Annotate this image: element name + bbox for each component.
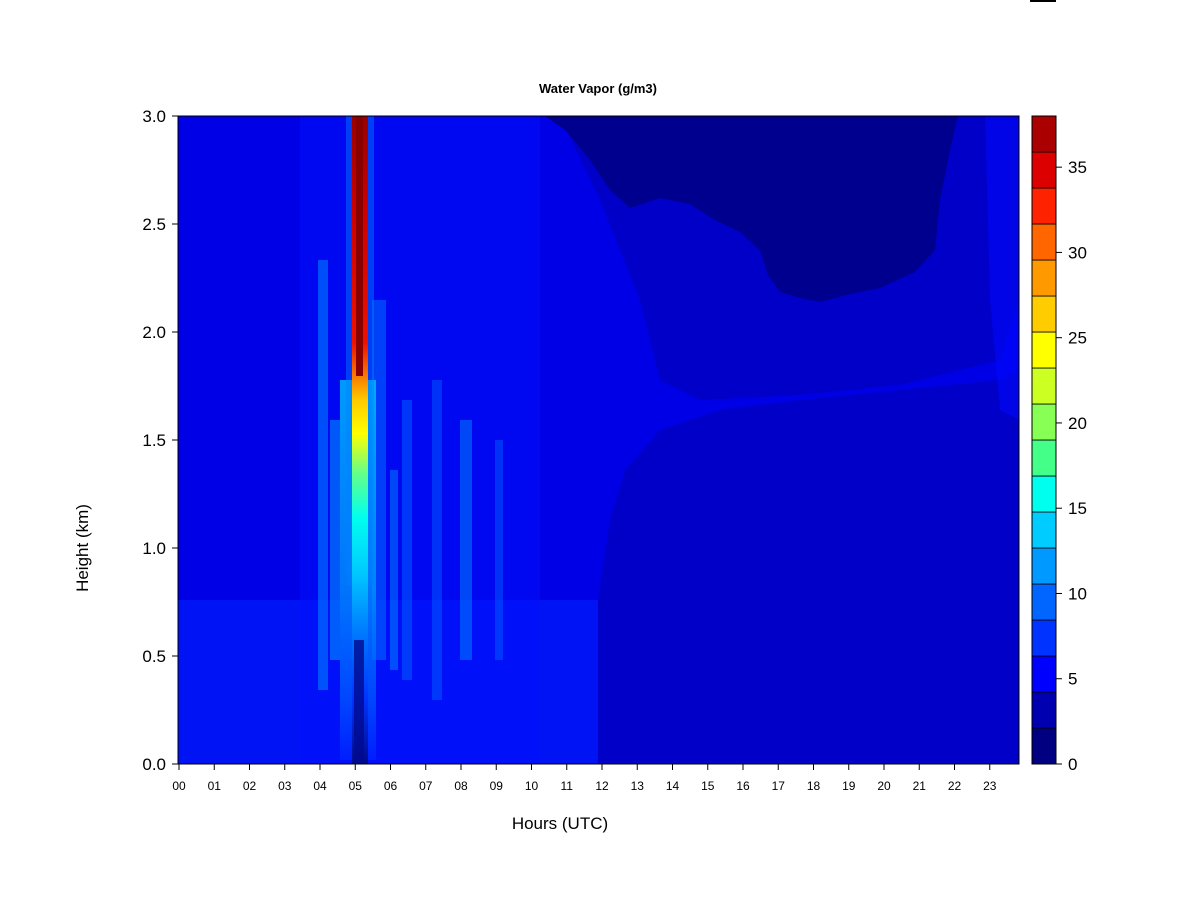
colorbar-tick-label: 5 [1068,670,1077,689]
colorbar-band [1031,583,1057,621]
x-tick-label: 14 [666,779,680,793]
x-tick-label: 06 [384,779,398,793]
x-tick-label: 20 [877,779,891,793]
colorbar-band [1031,619,1057,657]
x-axis-label: Hours (UTC) [512,814,608,833]
colorbar-tick-label: 10 [1068,584,1087,603]
colorbar-band [1031,655,1057,693]
y-tick-label: 0.0 [142,755,166,774]
y-tick-label: 1.0 [142,539,166,558]
y-tick-label: 3.0 [142,107,166,126]
colorbar-band [1031,547,1057,585]
colorbar-band [1031,223,1057,261]
colorbar-band [1031,187,1057,225]
x-tick-label: 15 [701,779,715,793]
x-tick-label: 10 [525,779,539,793]
colorbar-band [1031,475,1057,513]
colorbar-tick-label: 15 [1068,499,1087,518]
x-tick-label: 03 [278,779,292,793]
colorbar-band [1031,511,1057,549]
x-axis: 00 01 02 03 04 05 06 07 08 09 10 11 12 13 14 15 16 17 18 19… [172,764,997,793]
colorbar-frame [1031,115,1057,765]
x-tick-label: 07 [419,779,433,793]
x-tick-label: 22 [948,779,962,793]
x-tick-label: 12 [595,779,609,793]
y-tick-label: 2.5 [142,215,166,234]
colorbar-band [1031,295,1057,333]
colorbar-tick-label: 0 [1068,755,1077,774]
x-tick-label: 18 [807,779,821,793]
x-tick-label: 19 [842,779,856,793]
colorbar-band [1031,691,1057,729]
colorbar-band [1031,151,1057,189]
colorbar-band [1031,439,1057,477]
x-tick-label: 16 [736,779,750,793]
colorbar-tick-label: 35 [1068,158,1087,177]
x-tick-label: 11 [561,779,574,793]
colorbar-tick-label: 30 [1068,243,1087,262]
x-tick-label: 04 [313,779,327,793]
x-tick-label: 05 [349,779,363,793]
x-tick-label: 09 [490,779,504,793]
y-axis-label: Height (km) [73,504,92,592]
x-tick-label: 01 [208,779,222,793]
x-tick-label: 17 [772,779,786,793]
chart-title: Water Vapor (g/m3) [539,81,657,96]
colorbar-tick-label: 25 [1068,329,1087,348]
y-axis: 0.0 0.5 1.0 1.5 2.0 2.5 3.0 [142,107,178,774]
x-tick-label: 13 [631,779,645,793]
x-tick-label: 02 [243,779,257,793]
colorbar-band [1031,259,1057,297]
x-tick-label: 08 [454,779,468,793]
colorbar-band [1031,403,1057,441]
colorbar-band [1031,367,1057,405]
colorbar: 0 5 10 15 20 25 30 35 [1031,115,1087,774]
x-tick-label: 00 [172,779,186,793]
colorbar-tick-label: 20 [1068,414,1087,433]
colorbar-band [1031,727,1057,765]
y-tick-label: 1.5 [142,431,166,450]
colorbar-band [1031,331,1057,369]
colorbar-band [1031,115,1057,153]
x-tick-label: 23 [983,779,997,793]
x-tick-label: 21 [913,779,927,793]
heatmap-field [178,116,1019,764]
corner-mark [1030,0,1056,2]
y-tick-label: 2.0 [142,323,166,342]
y-tick-label: 0.5 [142,647,166,666]
